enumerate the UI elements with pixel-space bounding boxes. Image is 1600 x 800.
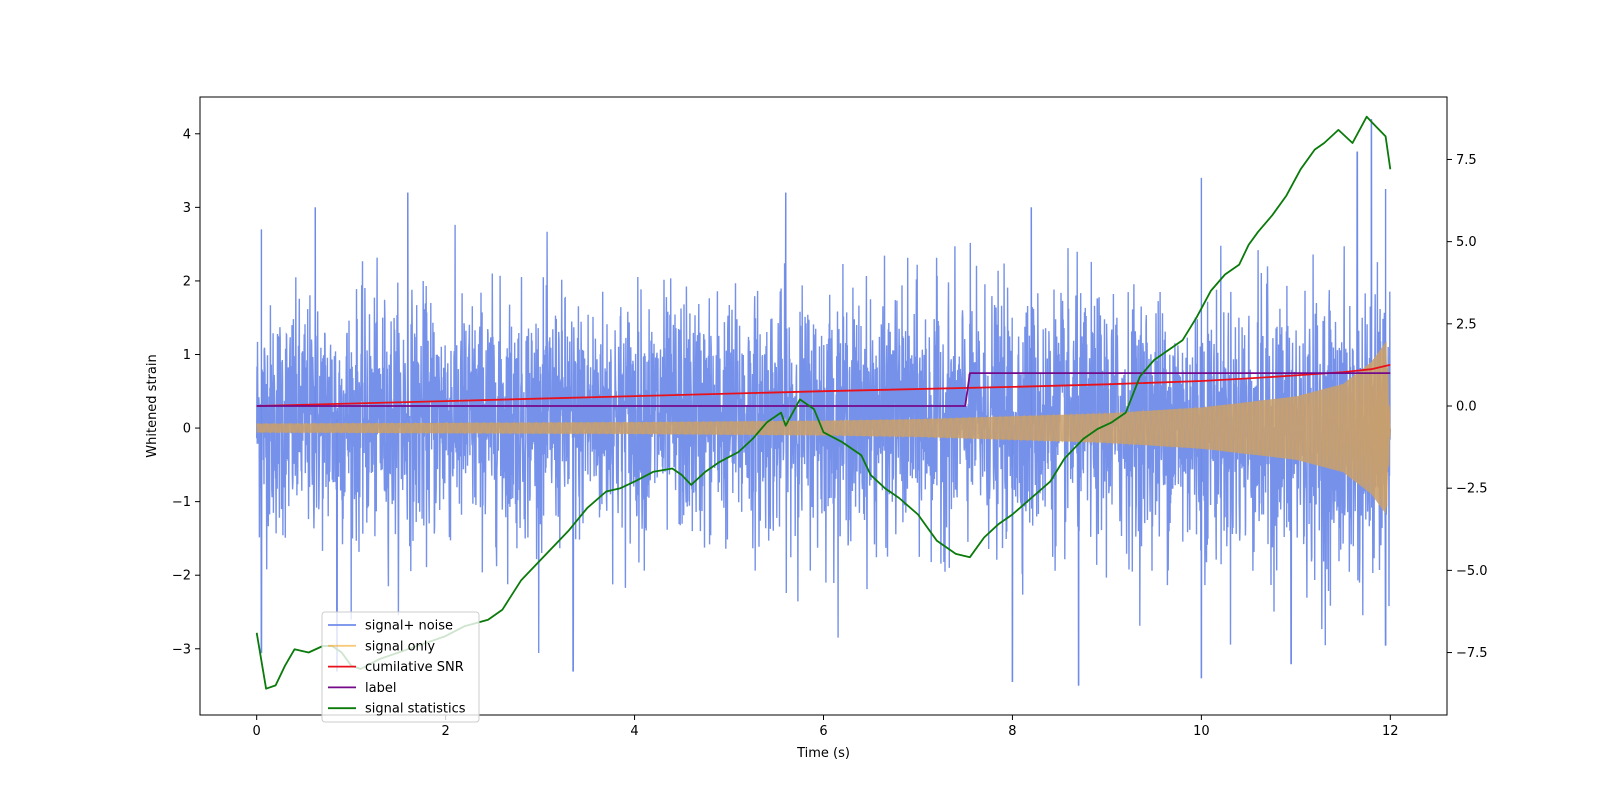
x-tick-label: 6 — [819, 724, 827, 739]
series-label-line — [256, 372, 1391, 407]
y-left-tick-label: 3 — [183, 201, 191, 216]
x-tick-label: 2 — [441, 724, 449, 739]
series-cumulative-snr-line — [256, 364, 1391, 407]
legend-entry-label: label — [365, 681, 396, 696]
x-tick-label: 8 — [1008, 724, 1016, 739]
y-left-tick-label: 2 — [183, 274, 191, 289]
y-left-tick-label: −3 — [172, 642, 191, 657]
x-tick-label: 0 — [253, 724, 261, 739]
legend-entry-label: signal statistics — [365, 702, 466, 717]
y-left-tick-label: 4 — [183, 127, 191, 142]
legend: signal+ noise signal only cumilative SNR la… — [321, 611, 480, 723]
series-signal-only-envelope — [256, 342, 1391, 514]
y-right-tick-label: 7.5 — [1456, 153, 1477, 168]
y-right-tick-label: 5.0 — [1456, 235, 1477, 250]
axes: 0 2 4 6 8 10 12−3−2−101234−7.5−5.0−2.50.02.55.… — [172, 96, 1488, 739]
y-right-tick-label: −5.0 — [1456, 564, 1488, 579]
y-left-tick-label: 1 — [183, 348, 191, 363]
x-tick-label: 10 — [1193, 724, 1210, 739]
y-right-tick-label: 0.0 — [1456, 400, 1477, 415]
x-tick-label: 12 — [1382, 724, 1399, 739]
x-axis-label: Time (s) — [796, 746, 850, 761]
legend-entry-label: signal+ noise — [365, 619, 453, 634]
legend-entry-label: cumilative SNR — [365, 660, 464, 675]
legend-box — [321, 611, 480, 723]
x-tick-label: 4 — [630, 724, 638, 739]
y-right-tick-label: −2.5 — [1456, 482, 1488, 497]
y-left-tick-label: 0 — [183, 422, 191, 437]
y-axis-label-left: Whitened strain — [145, 354, 160, 457]
y-right-tick-label: 2.5 — [1456, 317, 1477, 332]
y-left-tick-label: −1 — [172, 495, 191, 510]
y-left-tick-label: −2 — [172, 569, 191, 584]
legend-entry-label: signal only — [365, 639, 435, 654]
y-right-tick-label: −7.5 — [1456, 646, 1488, 661]
